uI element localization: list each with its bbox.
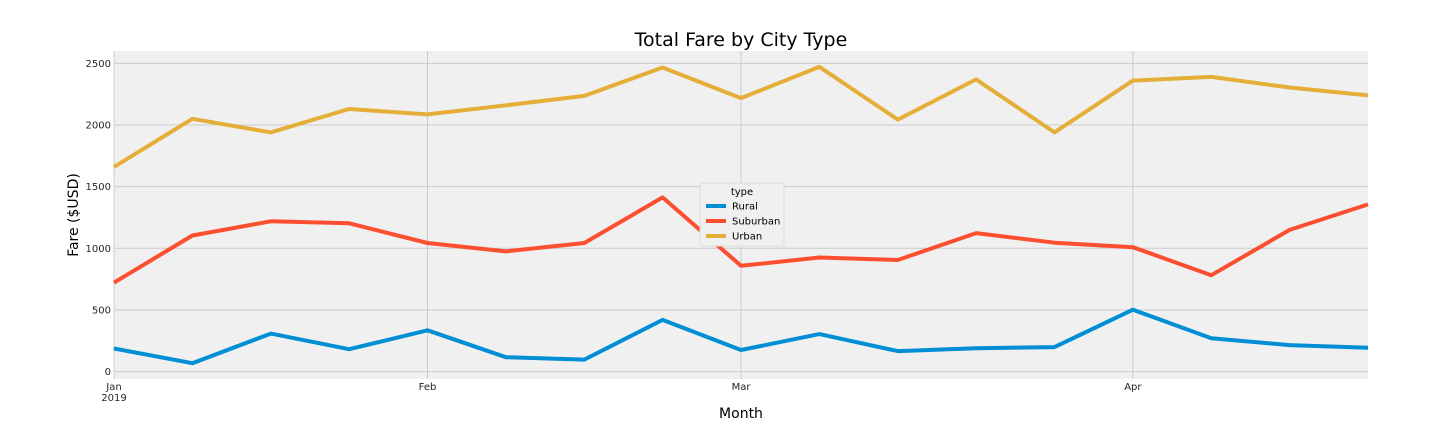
x-tick-label: Apr (1124, 382, 1142, 393)
legend-label-urban: Urban (732, 232, 762, 243)
x-tick-label: Mar (732, 382, 752, 393)
legend-box (699, 182, 785, 247)
y-tick-label: 1500 (86, 182, 111, 193)
chart-title: Total Fare by City Type (634, 29, 848, 51)
y-axis-ticks: 0 500 1000 1500 2000 2500 (86, 59, 111, 378)
series-line-suburban (112, 195, 1369, 285)
legend-label-rural: Rural (732, 202, 758, 213)
y-tick-label: 2000 (86, 120, 111, 131)
y-tick-label: 0 (105, 367, 111, 378)
x-tick-label: Jan (105, 382, 121, 393)
y-axis-title: Fare ($USD) (66, 173, 82, 257)
gridlines (113, 51, 1368, 379)
series-lines (112, 64, 1369, 366)
legend: type Rural Suburban Urban (699, 182, 785, 247)
x-tick-label: Feb (419, 382, 437, 393)
series-line-rural (113, 307, 1369, 366)
legend-title: type (731, 187, 753, 198)
series-line-urban (112, 64, 1369, 169)
legend-label-suburban: Suburban (732, 217, 780, 228)
y-tick-label: 1000 (86, 244, 111, 255)
x-axis-title: Month (719, 406, 763, 422)
y-tick-label: 500 (92, 305, 111, 316)
y-tick-label: 2500 (86, 59, 111, 70)
x-tick-sublabel: 2019 (101, 393, 126, 404)
